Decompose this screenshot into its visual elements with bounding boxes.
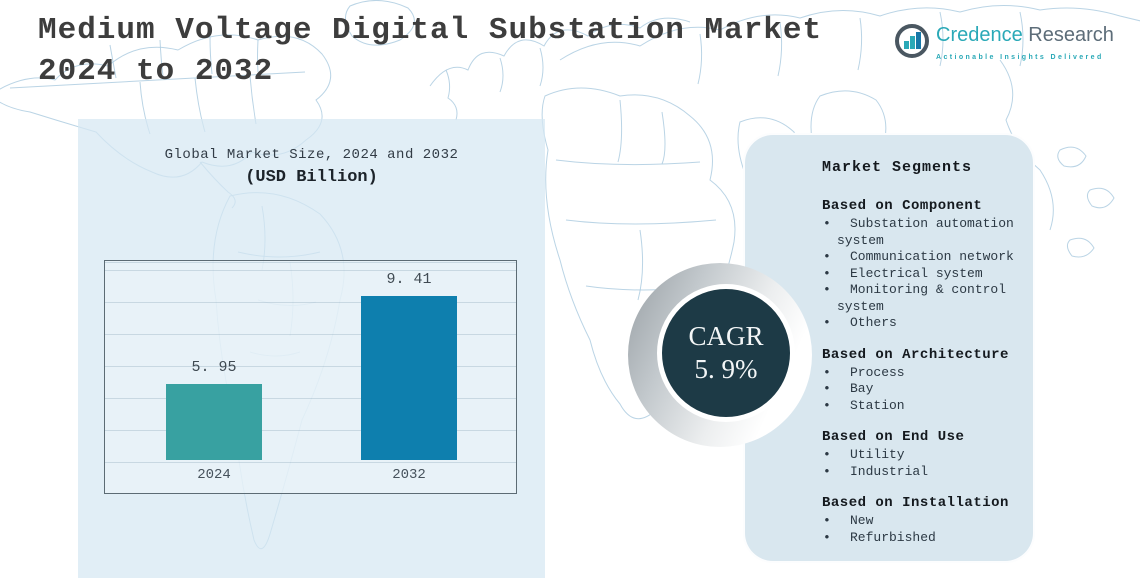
bullet-icon: •: [823, 216, 831, 231]
credence-research-logo: Credence Research Actionable Insights De…: [895, 24, 1114, 69]
cagr-badge: CAGR 5. 9%: [657, 284, 795, 422]
chart-title-line1: Global Market Size, 2024 and 2032: [164, 147, 459, 163]
segment-list-architecture: • Process • Bay • Station: [822, 365, 1019, 415]
segment-list-enduse: • Utility • Industrial: [822, 447, 1019, 480]
list-item: • Others: [823, 315, 897, 330]
bar-2024: [166, 384, 262, 460]
segments-title: Market Segments: [822, 159, 973, 176]
list-item: • Refurbished: [823, 529, 936, 545]
bullet-icon: •: [823, 315, 831, 330]
segment-section-architecture: Based on Architecture • Process • Bay • Sta…: [822, 347, 1019, 415]
bullet-icon: •: [823, 447, 831, 462]
page-title-line1: Medium Voltage Digital Substation Market: [38, 13, 823, 48]
bullet-icon: •: [823, 463, 831, 479]
chart-title: Global Market Size, 2024 and 2032 (USD B…: [78, 147, 545, 187]
x-axis-label-2032: 2032: [392, 467, 426, 483]
list-item: • Station: [823, 397, 905, 413]
bullet-icon: •: [823, 282, 831, 297]
bullet-icon: •: [823, 513, 831, 528]
list-item: • Electrical system: [823, 265, 983, 281]
market-size-panel: Global Market Size, 2024 and 2032 (USD B…: [78, 119, 545, 578]
segment-list-component: • Substation automation system • Communica…: [822, 216, 1019, 332]
segment-heading-enduse: Based on End Use: [822, 429, 965, 445]
segment-list-installation: • New • Refurbished: [822, 513, 1019, 546]
cagr-label: CAGR: [688, 321, 764, 351]
x-axis-label-2024: 2024: [197, 467, 231, 483]
page-title: Medium Voltage Digital Substation Market…: [38, 10, 822, 92]
segment-heading-component: Based on Component: [822, 198, 983, 214]
list-item: • Bay: [823, 381, 874, 396]
cagr-value: 5. 9%: [694, 354, 758, 384]
bar-2024-value-label: 5. 95: [191, 359, 237, 376]
list-item: • Monitoring & control system: [823, 282, 1007, 314]
bullet-icon: •: [823, 265, 831, 281]
list-item: • Communication network: [823, 249, 1014, 264]
segment-section-enduse: Based on End Use • Utility • Industrial: [822, 429, 1019, 480]
bullet-icon: •: [823, 381, 831, 396]
chart-title-line2: (USD Billion): [245, 168, 378, 187]
list-item: • Industrial: [823, 463, 929, 479]
bullet-icon: •: [823, 364, 831, 380]
logo-name-primary: Credence: [936, 24, 1023, 46]
logo-tagline: Actionable Insights Delivered: [936, 54, 1104, 61]
list-item: • New: [823, 513, 874, 528]
page-title-line2: 2024 to 2032: [38, 54, 274, 89]
segment-section-component: Based on Component • Substation automatio…: [822, 198, 1019, 332]
list-item: • Substation automation system: [823, 216, 1014, 248]
bullet-icon: •: [823, 529, 831, 545]
bar-chart-plot-area: 5. 95 9. 41 2024 2032: [104, 260, 517, 494]
segment-section-installation: Based on Installation • New • Refurbished: [822, 495, 1019, 546]
logo-name-secondary: Research: [1028, 24, 1114, 46]
bullet-icon: •: [823, 397, 831, 413]
logo-text: Credence Research Actionable Insights De…: [936, 24, 1114, 69]
bullet-icon: •: [823, 249, 831, 264]
logo-bar-chart-icon: [895, 24, 929, 58]
bar-2032-value-label: 9. 41: [386, 271, 432, 288]
list-item: • Process: [823, 364, 905, 380]
list-item: • Utility: [823, 447, 905, 462]
segment-heading-installation: Based on Installation: [822, 495, 1009, 511]
bar-2032: [361, 296, 457, 460]
segment-heading-architecture: Based on Architecture: [822, 346, 1009, 363]
